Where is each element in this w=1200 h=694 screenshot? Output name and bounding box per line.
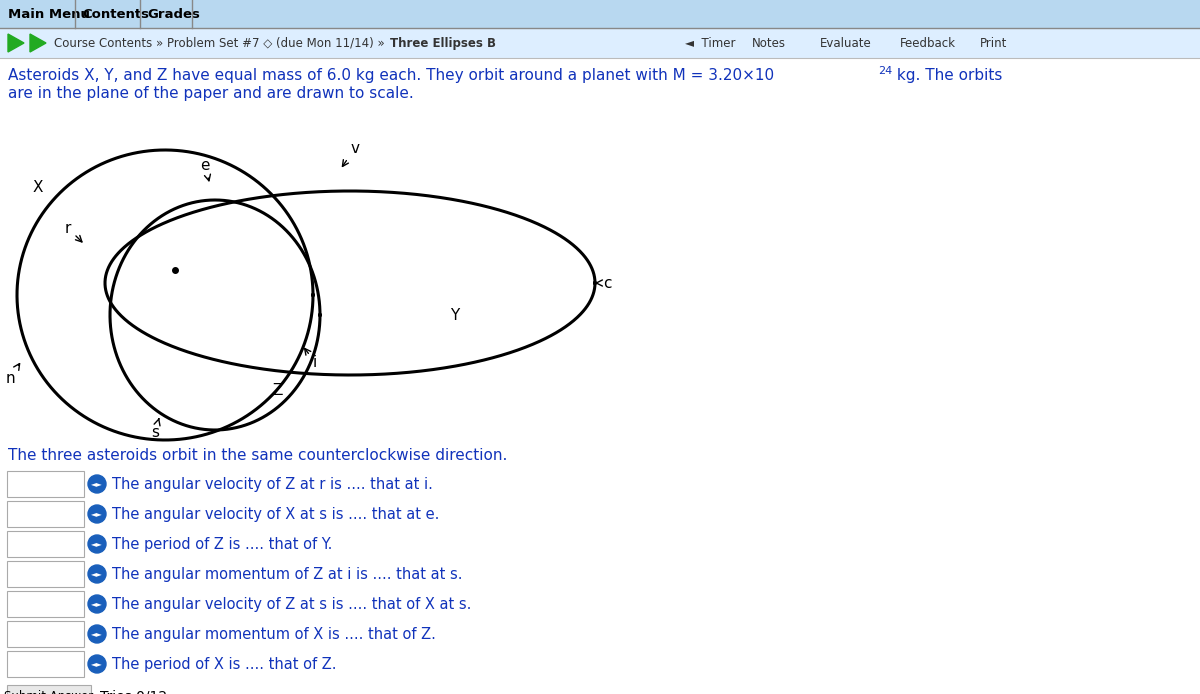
Circle shape xyxy=(88,535,106,553)
FancyBboxPatch shape xyxy=(7,591,84,617)
Text: The angular velocity of Z at s is .... that of X at s.: The angular velocity of Z at s is .... t… xyxy=(112,597,472,611)
Text: ◄  Timer: ◄ Timer xyxy=(685,37,736,49)
Text: i: i xyxy=(305,348,317,369)
Text: ◄►: ◄► xyxy=(91,480,103,489)
Text: The angular velocity of Z at r is .... that at i.: The angular velocity of Z at r is .... t… xyxy=(112,477,433,491)
Polygon shape xyxy=(30,34,46,52)
Text: Three Ellipses B: Three Ellipses B xyxy=(390,37,496,49)
Text: Submit Answer: Submit Answer xyxy=(5,691,94,694)
Text: Asteroids X, Y, and Z have equal mass of 6.0 kg each. They orbit around a planet: Asteroids X, Y, and Z have equal mass of… xyxy=(8,68,774,83)
FancyBboxPatch shape xyxy=(7,531,84,557)
Text: Evaluate: Evaluate xyxy=(820,37,871,49)
Text: kg. The orbits: kg. The orbits xyxy=(892,68,1002,83)
Text: n: n xyxy=(5,364,19,385)
Text: Print: Print xyxy=(980,37,1007,49)
Text: Tries 0/12: Tries 0/12 xyxy=(100,690,167,694)
Text: Y: Y xyxy=(450,307,460,323)
Text: Main Menu: Main Menu xyxy=(8,8,90,21)
Text: are in the plane of the paper and are drawn to scale.: are in the plane of the paper and are dr… xyxy=(8,86,414,101)
FancyBboxPatch shape xyxy=(7,651,84,677)
Text: v: v xyxy=(342,140,360,167)
Text: X: X xyxy=(32,180,43,194)
Text: The angular momentum of X is .... that of Z.: The angular momentum of X is .... that o… xyxy=(112,627,436,641)
Text: Notes: Notes xyxy=(752,37,786,49)
Circle shape xyxy=(88,565,106,583)
Text: 24: 24 xyxy=(878,66,893,76)
Text: The angular velocity of X at s is .... that at e.: The angular velocity of X at s is .... t… xyxy=(112,507,439,521)
Text: Contents: Contents xyxy=(82,8,149,21)
Text: c: c xyxy=(596,276,611,291)
Text: The three asteroids orbit in the same counterclockwise direction.: The three asteroids orbit in the same co… xyxy=(8,448,508,463)
Text: ◄►: ◄► xyxy=(91,600,103,609)
FancyBboxPatch shape xyxy=(7,621,84,647)
Text: ◄►: ◄► xyxy=(91,509,103,518)
Text: ◄►: ◄► xyxy=(91,570,103,579)
FancyBboxPatch shape xyxy=(7,501,84,527)
Circle shape xyxy=(88,505,106,523)
Text: Feedback: Feedback xyxy=(900,37,956,49)
Circle shape xyxy=(88,595,106,613)
Text: e: e xyxy=(200,158,210,181)
Text: The period of X is .... that of Z.: The period of X is .... that of Z. xyxy=(112,657,336,672)
Text: s: s xyxy=(151,418,160,439)
FancyBboxPatch shape xyxy=(7,471,84,497)
Text: The angular momentum of Z at i is .... that at s.: The angular momentum of Z at i is .... t… xyxy=(112,566,462,582)
Text: The period of Z is .... that of Y.: The period of Z is .... that of Y. xyxy=(112,536,332,552)
Text: Grades: Grades xyxy=(148,8,200,21)
Polygon shape xyxy=(8,34,24,52)
Text: Z: Z xyxy=(272,382,283,398)
Bar xyxy=(0,28,1200,58)
FancyBboxPatch shape xyxy=(7,561,84,587)
Circle shape xyxy=(88,625,106,643)
Text: ◄►: ◄► xyxy=(91,629,103,638)
FancyBboxPatch shape xyxy=(7,685,91,694)
Text: ◄►: ◄► xyxy=(91,539,103,548)
Circle shape xyxy=(88,655,106,673)
Bar xyxy=(0,0,1200,28)
Text: Course Contents » Problem Set #7 ◇ (due Mon 11/14) »: Course Contents » Problem Set #7 ◇ (due … xyxy=(54,37,389,49)
Circle shape xyxy=(88,475,106,493)
Text: ◄►: ◄► xyxy=(91,659,103,668)
Text: r: r xyxy=(65,221,82,242)
